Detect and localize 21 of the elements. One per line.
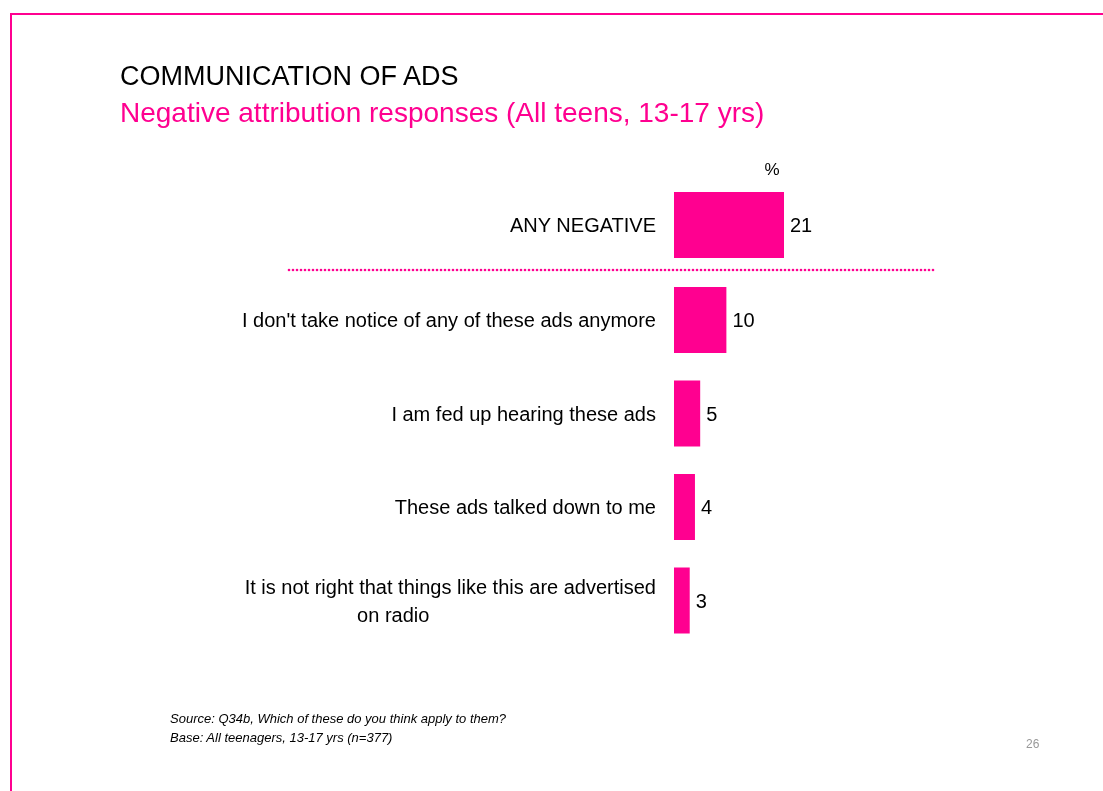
- y-tick-label: These ads talked down to me: [394, 496, 656, 518]
- data-label: 10: [732, 309, 755, 331]
- bar: [674, 192, 784, 258]
- y-tick-label: ANY NEGATIVE: [510, 214, 656, 236]
- y-tick-label: I don't take notice of any of these ads anymore: [241, 309, 656, 331]
- bar: [674, 287, 727, 353]
- y-tick-label: It is not right that things like this are advertised on radio: [244, 575, 656, 626]
- text: COMMUNICATION OF ADS: [120, 61, 459, 91]
- bar: [674, 474, 695, 540]
- data-label: 3: [695, 589, 707, 612]
- bar: [674, 380, 701, 447]
- bar: [674, 567, 690, 634]
- data-label: 21: [790, 214, 813, 236]
- text: Negative attribution responses (All teens, 13-17 yrs): [120, 97, 765, 128]
- y-tick-label: I am fed up hearing these ads: [391, 402, 656, 425]
- data-label: 4: [700, 496, 713, 518]
- source-note: Source: Q34b, Which of these do you think apply to them?: [170, 711, 507, 726]
- text: Base: All teenagers, 13-17 yrs (n=377): [170, 730, 393, 745]
- x-axis-title: %: [764, 160, 780, 179]
- data-label: 5: [706, 402, 718, 425]
- text: 26: [1026, 737, 1040, 751]
